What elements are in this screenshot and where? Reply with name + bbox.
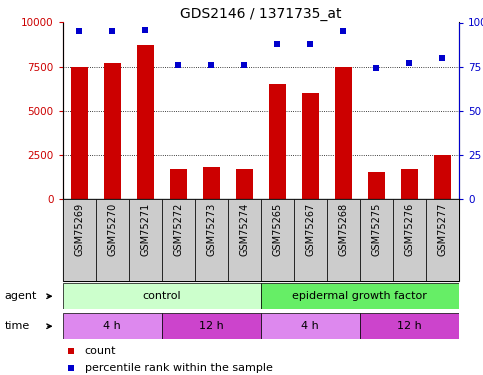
FancyBboxPatch shape	[129, 199, 162, 281]
FancyBboxPatch shape	[63, 199, 96, 281]
Bar	[335, 67, 352, 199]
Text: GSM75270: GSM75270	[107, 203, 117, 256]
Bar	[236, 169, 253, 199]
FancyBboxPatch shape	[360, 313, 459, 339]
Text: GSM75275: GSM75275	[371, 203, 382, 256]
Text: GSM75272: GSM75272	[173, 203, 184, 256]
Text: 12 h: 12 h	[397, 321, 422, 331]
FancyBboxPatch shape	[96, 199, 129, 281]
Text: time: time	[5, 321, 30, 331]
FancyBboxPatch shape	[327, 199, 360, 281]
Bar	[401, 169, 418, 199]
Text: GSM75267: GSM75267	[305, 203, 315, 256]
Text: GSM75265: GSM75265	[272, 203, 283, 256]
Text: control: control	[142, 291, 181, 301]
FancyBboxPatch shape	[393, 199, 426, 281]
Text: GSM75273: GSM75273	[206, 203, 216, 256]
Text: epidermal growth factor: epidermal growth factor	[292, 291, 427, 301]
Title: GDS2146 / 1371735_at: GDS2146 / 1371735_at	[180, 8, 341, 21]
FancyBboxPatch shape	[294, 199, 327, 281]
FancyBboxPatch shape	[261, 199, 294, 281]
Text: agent: agent	[5, 291, 37, 301]
Text: GSM75269: GSM75269	[74, 203, 85, 256]
Bar	[302, 93, 319, 199]
Text: GSM75274: GSM75274	[239, 203, 249, 256]
FancyBboxPatch shape	[63, 313, 162, 339]
Text: 4 h: 4 h	[301, 321, 319, 331]
FancyBboxPatch shape	[63, 199, 459, 281]
Bar	[71, 67, 87, 199]
FancyBboxPatch shape	[63, 283, 261, 309]
Text: percentile rank within the sample: percentile rank within the sample	[85, 363, 272, 373]
FancyBboxPatch shape	[261, 313, 360, 339]
Text: count: count	[85, 346, 116, 356]
Bar	[170, 169, 186, 199]
FancyBboxPatch shape	[162, 199, 195, 281]
Bar	[269, 84, 285, 199]
FancyBboxPatch shape	[228, 199, 261, 281]
FancyBboxPatch shape	[195, 199, 228, 281]
FancyBboxPatch shape	[426, 199, 459, 281]
Text: GSM75277: GSM75277	[437, 203, 447, 256]
Text: GSM75276: GSM75276	[404, 203, 414, 256]
Bar	[137, 45, 154, 199]
Text: GSM75268: GSM75268	[338, 203, 348, 256]
FancyBboxPatch shape	[162, 313, 261, 339]
Text: 4 h: 4 h	[103, 321, 121, 331]
Bar	[434, 154, 451, 199]
FancyBboxPatch shape	[360, 199, 393, 281]
Bar	[203, 167, 220, 199]
Text: 12 h: 12 h	[199, 321, 224, 331]
FancyBboxPatch shape	[261, 283, 459, 309]
Bar	[104, 63, 121, 199]
Text: GSM75271: GSM75271	[140, 203, 150, 256]
Bar	[368, 172, 384, 199]
